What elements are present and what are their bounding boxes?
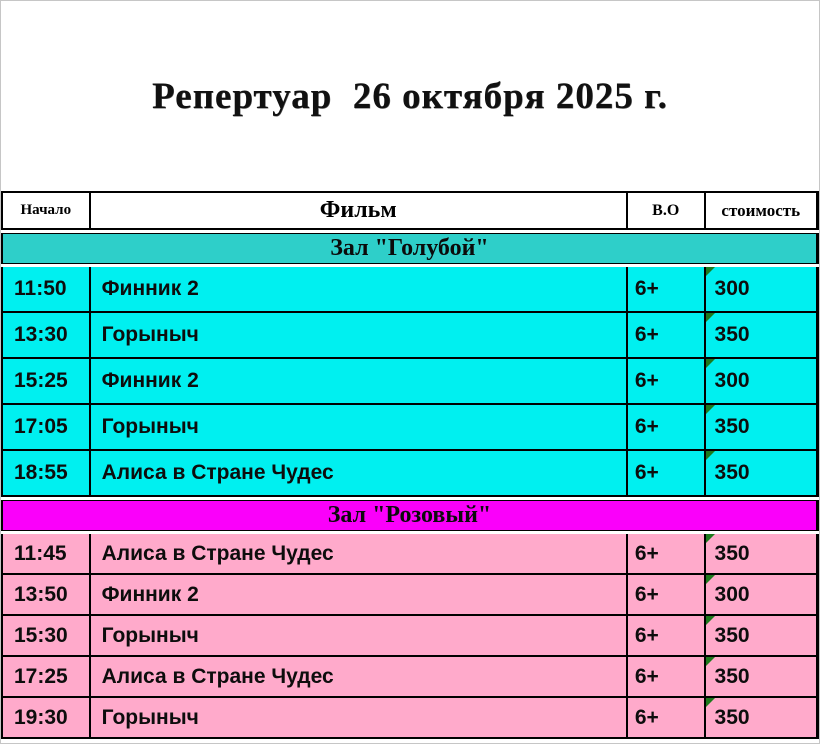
film-cell: Горыныч [91, 313, 628, 357]
price-value: 350 [714, 461, 750, 484]
table-row: 19:30 Горыныч 6+ 350 [1, 698, 819, 739]
age-cell: 6+ [628, 657, 706, 696]
price-value: 300 [714, 369, 750, 392]
price-cell: 300 [705, 575, 816, 614]
time-cell: 17:05 [3, 405, 91, 449]
hall-band-pink: Зал "Розовый" [1, 500, 819, 531]
price-value: 350 [714, 415, 750, 438]
table-row: 13:50 Финник 2 6+ 300 [1, 575, 819, 616]
page-title: Репертуар 26 октября 2025 г. [152, 75, 668, 117]
age-cell: 6+ [628, 575, 706, 614]
cell-flag-triangle-icon [705, 451, 715, 460]
age-cell: 6+ [628, 313, 706, 357]
header-start-time: Начало [3, 193, 91, 228]
film-cell: Финник 2 [91, 359, 628, 403]
time-cell: 18:55 [3, 451, 91, 495]
age-cell: 6+ [628, 359, 706, 403]
price-value: 350 [714, 664, 750, 688]
cell-flag-triangle-icon [705, 267, 715, 276]
price-cell: 350 [705, 698, 816, 737]
time-cell: 11:45 [3, 534, 91, 573]
title-area: Репертуар 26 октября 2025 г. [1, 1, 819, 191]
film-cell: Алиса в Стране Чудес [91, 451, 628, 495]
header-price: стоимость [721, 200, 801, 220]
cell-flag-triangle-icon [705, 575, 715, 584]
header-age-rating: В.О [628, 193, 706, 228]
cell-flag-triangle-icon [705, 616, 715, 625]
time-cell: 13:50 [3, 575, 91, 614]
price-value: 300 [714, 582, 750, 606]
cell-flag-triangle-icon [705, 534, 715, 543]
table-row: 15:25 Финник 2 6+ 300 [1, 359, 819, 405]
price-value: 300 [714, 277, 750, 300]
time-cell: 17:25 [3, 657, 91, 696]
time-cell: 13:30 [3, 313, 91, 357]
price-cell: 350 [705, 616, 816, 655]
time-cell: 19:30 [3, 698, 91, 737]
film-cell: Горыныч [91, 698, 628, 737]
price-cell: 300 [705, 359, 816, 403]
film-cell: Горыныч [91, 405, 628, 449]
age-cell: 6+ [628, 616, 706, 655]
age-cell: 6+ [628, 405, 706, 449]
price-cell: 350 [705, 657, 816, 696]
table-row: 17:05 Горыныч 6+ 350 [1, 405, 819, 451]
cell-flag-triangle-icon [705, 359, 715, 368]
age-cell: 6+ [628, 534, 706, 573]
film-cell: Финник 2 [91, 267, 628, 311]
table-row: 13:30 Горыныч 6+ 350 [1, 313, 819, 359]
film-cell: Алиса в Стране Чудес [91, 657, 628, 696]
table-row: 11:45 Алиса в Стране Чудес 6+ 350 [1, 534, 819, 575]
cell-flag-triangle-icon [705, 657, 715, 666]
price-cell: 350 [705, 405, 816, 449]
price-value: 350 [714, 323, 750, 346]
time-cell: 15:30 [3, 616, 91, 655]
price-value: 350 [714, 623, 750, 647]
price-value: 350 [714, 541, 750, 565]
age-cell: 6+ [628, 267, 706, 311]
age-cell: 6+ [628, 451, 706, 495]
cell-flag-triangle-icon [705, 313, 715, 322]
time-cell: 11:50 [3, 267, 91, 311]
price-cell: 350 [705, 451, 816, 495]
table-row: 18:55 Алиса в Стране Чудес 6+ 350 [1, 451, 819, 497]
table-row: 17:25 Алиса в Стране Чудес 6+ 350 [1, 657, 819, 698]
section-pink-hall: Зал "Розовый" 11:45 Алиса в Стране Чудес… [1, 500, 819, 739]
film-cell: Финник 2 [91, 575, 628, 614]
hall-band-blue: Зал "Голубой" [1, 233, 819, 264]
age-cell: 6+ [628, 698, 706, 737]
cell-flag-triangle-icon [705, 698, 715, 707]
section-blue-hall: Зал "Голубой" 11:50 Финник 2 6+ 300 13:3… [1, 233, 819, 497]
header-film: Фильм [91, 193, 628, 228]
cell-flag-triangle-icon [705, 405, 715, 414]
price-cell: 350 [705, 313, 816, 357]
table-row: 15:30 Горыныч 6+ 350 [1, 616, 819, 657]
price-cell: 350 [705, 534, 816, 573]
schedule-table: Начало Фильм В.О стоимость Зал "Голубой"… [1, 191, 819, 739]
table-header-row: Начало Фильм В.О стоимость [1, 193, 819, 230]
table-row: 11:50 Финник 2 6+ 300 [1, 267, 819, 313]
price-value: 350 [714, 705, 750, 729]
price-cell: 300 [705, 267, 816, 311]
film-cell: Горыныч [91, 616, 628, 655]
film-cell: Алиса в Стране Чудес [91, 534, 628, 573]
time-cell: 15:25 [3, 359, 91, 403]
